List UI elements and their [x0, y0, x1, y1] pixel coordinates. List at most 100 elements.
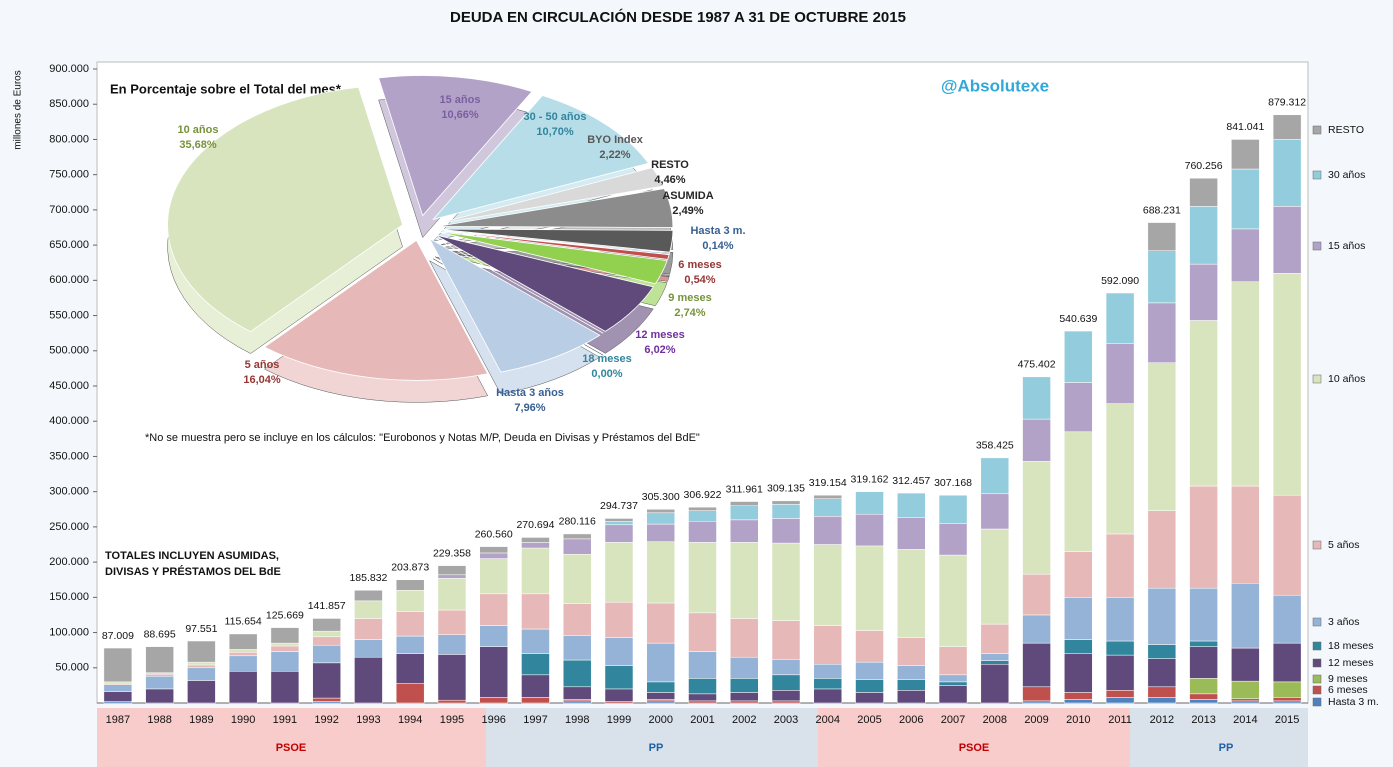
bar-segment: [437, 578, 467, 611]
bar-segment: [688, 693, 717, 702]
bar-segment: [604, 521, 634, 526]
bar-segment: [1189, 320, 1218, 487]
bar-segment: [730, 501, 759, 507]
bar-segment: [437, 634, 467, 655]
bar-segment: [1231, 139, 1260, 170]
bar-segment: [688, 521, 717, 543]
y-tick-label: 250.000: [49, 521, 89, 533]
pie-label: 12 meses: [635, 329, 685, 341]
bar-segment: [1147, 222, 1177, 251]
bar-segment: [1022, 642, 1051, 688]
bar-segment: [771, 674, 801, 691]
bar-segment: [938, 674, 968, 683]
bar-segment: [1189, 587, 1218, 642]
bar-segment: [1272, 114, 1302, 140]
bar-segment: [771, 504, 801, 519]
bar-segment: [938, 685, 968, 704]
bar-segment: [1189, 693, 1218, 700]
pie-label: 30 - 50 años: [524, 111, 587, 123]
bar-segment: [813, 625, 843, 665]
bar-segment: [1064, 653, 1093, 693]
bar-segment: [980, 457, 1010, 495]
bar-segment: [521, 537, 550, 543]
bar-segment: [1272, 594, 1302, 644]
pie-value-label: 0,14%: [702, 240, 733, 252]
x-tick-label: 1999: [607, 714, 631, 726]
bar-segment: [688, 700, 717, 704]
legend-label: Hasta 3 m.: [1328, 696, 1379, 708]
y-tick-label: 550.000: [49, 309, 89, 321]
bar-segment: [479, 646, 508, 698]
bar-segment: [1272, 206, 1302, 274]
bar-segment: [354, 639, 383, 658]
bar-segment: [855, 692, 884, 704]
bar-segment: [437, 574, 467, 579]
total-label: 841.041: [1226, 121, 1264, 133]
total-label: 229.358: [433, 547, 471, 559]
bar-segment: [897, 549, 926, 638]
legend-label: 15 años: [1328, 240, 1365, 252]
bar-segment: [521, 653, 550, 676]
bar-segment: [938, 646, 968, 676]
bar-segment: [604, 542, 634, 603]
y-tick-label: 850.000: [49, 98, 89, 110]
legend-label: 3 años: [1328, 616, 1360, 628]
bar-segment: [521, 674, 550, 698]
annotation: DIVISAS Y PRÉSTAMOS DEL BdE: [105, 565, 281, 578]
total-label: 87.009: [102, 630, 134, 642]
y-tick-label: 900.000: [49, 63, 89, 75]
pie-label: 9 meses: [668, 292, 711, 304]
x-tick-label: 2001: [690, 714, 714, 726]
bar-segment: [1064, 699, 1093, 704]
bar-segment: [562, 603, 592, 636]
legend-swatch: [1312, 658, 1322, 668]
x-tick-label: 1991: [273, 714, 297, 726]
total-label: 540.639: [1059, 313, 1097, 325]
bar-segment: [1147, 587, 1177, 645]
bar-segment: [730, 692, 759, 702]
x-tick-label: 2013: [1191, 714, 1215, 726]
chart-title: DEUDA EN CIRCULACIÓN DESDE 1987 A 31 DE …: [450, 8, 906, 26]
pie-label: Hasta 3 m.: [690, 225, 745, 237]
bar-segment: [1147, 510, 1177, 589]
total-label: 305.300: [642, 491, 680, 503]
bar-segment: [1189, 699, 1218, 704]
total-label: 311.961: [726, 483, 763, 495]
bar-segment: [437, 609, 467, 635]
bar-segment: [562, 538, 592, 555]
bar-segment: [1231, 680, 1260, 700]
bar-segment: [771, 690, 801, 702]
bar-segment: [395, 579, 425, 591]
bar-segment: [562, 533, 592, 540]
bar-segment: [1231, 168, 1260, 230]
y-tick-label: 50.000: [55, 662, 89, 674]
bar-segment: [1105, 640, 1135, 656]
bar-segment: [1189, 640, 1218, 647]
bar-segment: [855, 545, 884, 631]
pie-slice: [263, 239, 489, 381]
bar-segment: [730, 700, 759, 704]
bar-segment: [312, 636, 341, 646]
bar-segment: [604, 637, 634, 666]
bar-segment: [437, 699, 467, 704]
total-label: 307.168: [934, 477, 972, 489]
pie-slice: [167, 86, 404, 333]
bar-segment: [228, 655, 258, 672]
pie-note: *No se muestra pero se incluye en los cá…: [145, 432, 700, 444]
pie-value-label: 2,49%: [672, 205, 703, 217]
bar-segment: [604, 518, 634, 522]
legend-label: RESTO: [1328, 124, 1364, 136]
x-tick-label: 2006: [899, 714, 923, 726]
x-tick-label: 2014: [1233, 714, 1257, 726]
pie-value-label: 2,22%: [599, 149, 630, 161]
bar-segment: [897, 637, 926, 666]
bar-segment: [562, 554, 592, 604]
bar-segment: [980, 528, 1010, 625]
bar-segment: [1272, 681, 1302, 698]
x-tick-label: 2005: [857, 714, 881, 726]
period-band: [818, 708, 1130, 767]
bar-segment: [1231, 582, 1260, 649]
x-tick-label: 1987: [106, 714, 130, 726]
bar-segment: [897, 690, 926, 704]
bar-segment: [395, 611, 425, 637]
